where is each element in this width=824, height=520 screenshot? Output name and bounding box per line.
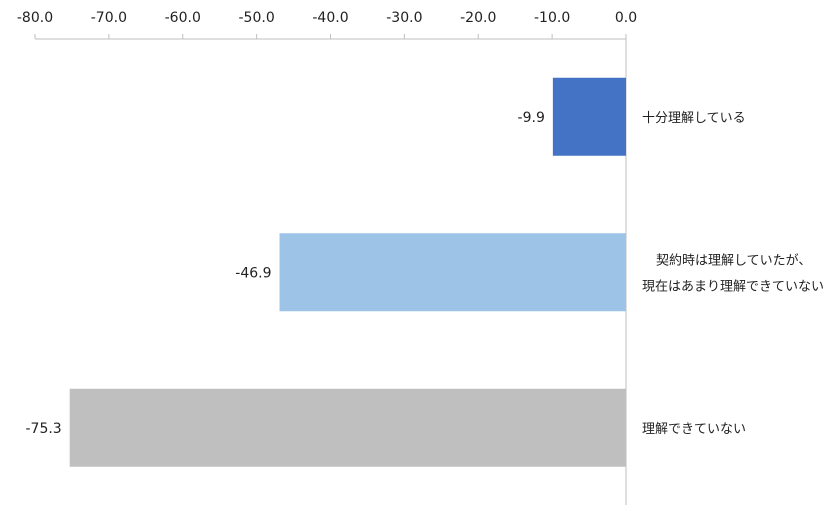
category-label-line: 十分理解している <box>642 111 746 126</box>
data-label: -9.9 <box>518 110 545 126</box>
category-label: 理解できていない <box>642 422 746 437</box>
category-label-line: 現在はあまり理解できていない <box>642 279 824 294</box>
x-tick-label: -80.0 <box>17 10 53 26</box>
x-tick-label: -10.0 <box>534 10 570 26</box>
category-label-line: 理解できていない <box>642 422 746 437</box>
x-tick-label: -70.0 <box>91 10 127 26</box>
x-axis: -80.0 -70.0 -60.0 -50.0 -40.0 -30.0 -20.0 -10.0… <box>17 10 637 505</box>
category-label: 十分理解している <box>642 111 746 126</box>
bar <box>279 233 626 312</box>
x-tick-label: 0.0 <box>615 10 637 26</box>
x-tick-label: -50.0 <box>239 10 275 26</box>
bar <box>69 388 626 467</box>
x-tick-label: -20.0 <box>460 10 496 26</box>
bar <box>552 77 626 156</box>
x-tick-label: -30.0 <box>386 10 422 26</box>
x-tick-label: -40.0 <box>312 10 348 26</box>
x-tick-label: -60.0 <box>165 10 201 26</box>
data-label: -46.9 <box>235 265 271 281</box>
labels: -9.9 十分理解している -46.9 契約時は理解していたが、現在はあまり理解できて… <box>25 110 824 437</box>
bars <box>69 77 626 467</box>
category-label-line: 契約時は理解していたが、 <box>656 253 811 268</box>
category-label: 契約時は理解していたが、現在はあまり理解できていない <box>642 253 824 294</box>
data-label: -75.3 <box>25 421 61 437</box>
